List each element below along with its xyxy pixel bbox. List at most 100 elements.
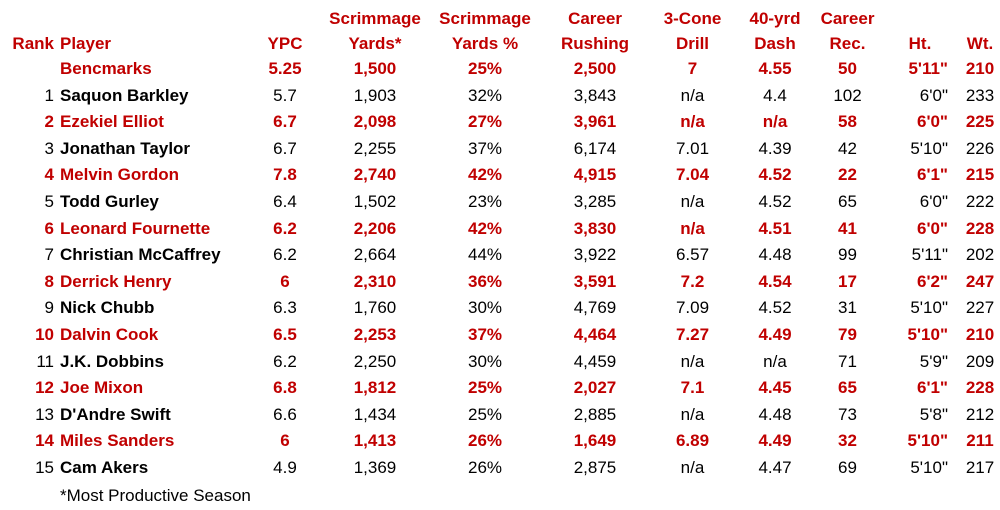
player-name: Saquon Barkley: [60, 85, 189, 105]
player-name: D'Andre Swift: [60, 404, 171, 424]
scrimmage-yards-cell: 2,098: [353, 112, 397, 132]
career-rec-cell: 17: [838, 271, 857, 291]
header-top-scrimmage-pct: Scrimmage: [439, 9, 531, 28]
player-name: Joe Mixon: [60, 378, 144, 398]
height-cell: 6'0": [916, 218, 948, 238]
scrimmage-pct-cell: 30%: [467, 351, 503, 371]
rank-cell: 3: [44, 138, 54, 158]
ypc-cell: 6: [280, 271, 290, 291]
rank-cell: 15: [35, 457, 54, 477]
scrimmage-pct-cell: 42%: [467, 165, 503, 185]
header-player: Player: [60, 34, 112, 53]
forty-dash-cell: 4.48: [758, 404, 792, 424]
scrimmage-yards-cell: 2,740: [353, 165, 397, 185]
career-rec-cell: 79: [838, 324, 857, 344]
forty-dash-cell: 4.52: [758, 191, 792, 211]
scrimmage-pct-cell: 42%: [467, 218, 503, 238]
table-header: Scrimmage Scrimmage Career 3-Cone 40-yrd…: [0, 6, 1000, 56]
forty-dash-cell: 4.4: [763, 85, 787, 105]
scrimmage-yards-cell: 1,812: [353, 378, 397, 398]
three-cone-cell: n/a: [680, 112, 705, 132]
career-rushing-cell: 4,464: [573, 324, 617, 344]
rank-cell: 14: [35, 431, 54, 451]
scrimmage-yards-cell: 1,502: [353, 191, 397, 211]
scrimmage-pct-cell: 36%: [467, 271, 503, 291]
weight-cell: 202: [965, 245, 995, 265]
scrimmage-yards-cell: 1,413: [353, 431, 397, 451]
three-cone-cell: 7: [687, 59, 698, 78]
player-name: Leonard Fournette: [60, 218, 211, 238]
scrimmage-yards-cell: 2,206: [353, 218, 397, 238]
rank-cell: 2: [44, 112, 54, 132]
career-rec-cell: 58: [838, 112, 857, 132]
scrimmage-yards-cell: 2,664: [353, 245, 397, 265]
ypc-cell: 6.2: [273, 351, 297, 371]
header-top-forty-dash: 40-yrd: [749, 9, 801, 28]
height-cell: 6'1": [916, 378, 948, 398]
header-career-rushing: Rushing: [561, 34, 629, 53]
height-cell: 6'2": [916, 271, 948, 291]
career-rec-cell: 65: [838, 378, 857, 398]
weight-cell: 227: [965, 298, 995, 318]
scrimmage-yards-cell: 1,760: [353, 298, 397, 318]
player-name: Miles Sanders: [60, 431, 175, 451]
career-rec-cell: 22: [838, 165, 857, 185]
header-top-three-cone: 3-Cone: [663, 9, 722, 28]
ypc-cell: 6.8: [273, 378, 297, 398]
scrimmage-yards-cell: 2,253: [353, 324, 397, 344]
forty-dash-cell: 4.51: [758, 218, 792, 238]
three-cone-cell: 7.01: [675, 138, 710, 158]
rank-cell: 13: [35, 404, 54, 424]
header-top-career-rushing: Career: [568, 9, 622, 28]
ypc-cell: 6.3: [273, 298, 297, 318]
height-cell: 5'9": [919, 351, 948, 371]
scrimmage-yards-cell: 1,500: [353, 59, 397, 78]
player-name: Bencmarks: [60, 59, 152, 78]
ypc-cell: 6.2: [273, 245, 297, 265]
three-cone-cell: n/a: [680, 191, 705, 211]
scrimmage-pct-cell: 25%: [467, 404, 503, 424]
header-row-bottom: Rank Player YPC Yards* Yards % Rushing D…: [0, 31, 1000, 56]
height-cell: 5'10": [907, 431, 948, 451]
height-cell: 6'0": [919, 85, 948, 105]
forty-dash-cell: n/a: [763, 351, 787, 371]
weight-cell: 210: [965, 324, 995, 344]
scrimmage-yards-cell: 2,310: [353, 271, 397, 291]
height-cell: 5'10": [910, 138, 948, 158]
career-rushing-cell: 1,649: [573, 431, 617, 451]
career-rec-cell: 42: [838, 138, 857, 158]
table-row: 12 Joe Mixon 6.8 1,812 25% 2,027 7.1 4.45 65 6'1"…: [0, 375, 1000, 402]
benchmark-row: Bencmarks 5.25 1,500 25% 2,500 7 4.55 50 5'11" 21…: [0, 56, 1000, 83]
three-cone-cell: 7.27: [675, 324, 710, 344]
three-cone-cell: 7.1: [680, 378, 705, 398]
scrimmage-pct-cell: 25%: [467, 378, 503, 398]
table-body: Bencmarks 5.25 1,500 25% 2,500 7 4.55 50 5'11" 21…: [0, 56, 1000, 482]
height-cell: 6'0": [916, 112, 948, 132]
three-cone-cell: n/a: [680, 85, 705, 105]
scrimmage-pct-cell: 26%: [467, 431, 503, 451]
header-rank: Rank: [12, 34, 54, 53]
player-name: Christian McCaffrey: [60, 245, 221, 265]
header-height: Ht.: [908, 34, 932, 53]
three-cone-cell: n/a: [680, 457, 705, 477]
scrimmage-yards-cell: 2,255: [353, 138, 397, 158]
weight-cell: 215: [965, 165, 995, 185]
player-name: Ezekiel Elliot: [60, 112, 164, 132]
career-rushing-cell: 3,830: [573, 218, 617, 238]
player-name: Melvin Gordon: [60, 165, 179, 185]
header-top-rank: [0, 6, 60, 31]
header-top-career-rec: Career: [820, 9, 875, 28]
table-row: 15 Cam Akers 4.9 1,369 26% 2,875 n/a 4.47 69 5'10…: [0, 455, 1000, 482]
ypc-cell: 5.25: [268, 59, 302, 78]
header-three-cone: Drill: [675, 34, 710, 53]
table-row: 8 Derrick Henry 6 2,310 36% 3,591 7.2 4.54 17 6'2…: [0, 269, 1000, 296]
weight-cell: 222: [965, 191, 995, 211]
forty-dash-cell: 4.54: [758, 271, 792, 291]
player-name: Jonathan Taylor: [60, 138, 191, 158]
rank-cell: 1: [44, 85, 54, 105]
height-cell: 5'10": [910, 457, 948, 477]
forty-dash-cell: 4.49: [758, 431, 792, 451]
ypc-cell: 6.4: [273, 191, 297, 211]
height-cell: 5'10": [907, 324, 948, 344]
rank-cell: 9: [44, 298, 54, 318]
